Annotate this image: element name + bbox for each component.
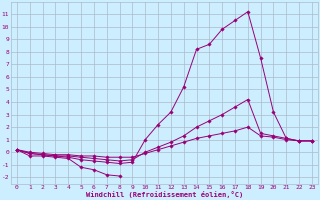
X-axis label: Windchill (Refroidissement éolien,°C): Windchill (Refroidissement éolien,°C) [86,191,243,198]
